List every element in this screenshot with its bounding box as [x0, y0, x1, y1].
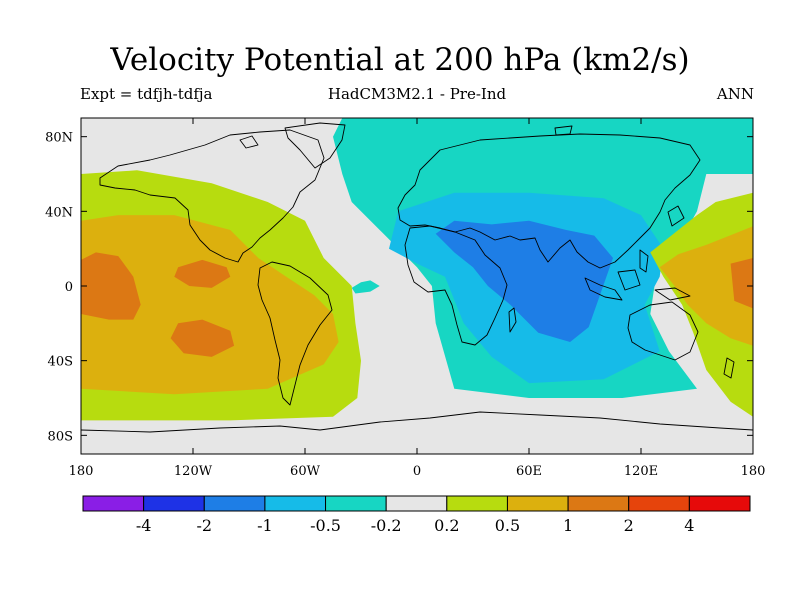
- coastline-new-zealand: [723, 357, 735, 379]
- colorbar-level-label: 0.2: [434, 516, 459, 535]
- colorbar-level-label: -0.5: [310, 516, 341, 535]
- x-tick-label: 180: [69, 464, 94, 479]
- x-tick-label: 180: [741, 464, 766, 479]
- y-tick-label: 80N: [45, 131, 73, 146]
- colorbar-level-label: 2: [624, 516, 634, 535]
- coastline-antarctica: [81, 411, 753, 433]
- coastline-japan: [667, 205, 685, 227]
- coastlines: [81, 122, 753, 433]
- colorbar-level-label: 1: [563, 516, 573, 535]
- coastline-africa: [404, 225, 508, 346]
- colorbar-level-label: -1: [257, 516, 273, 535]
- colorbar-swatch-red_orange: [628, 495, 690, 512]
- season-label: ANN: [716, 85, 754, 103]
- y-tick-label: 40S: [48, 355, 73, 370]
- colorbar: -4 -2 -1 -0.5 -0.2 0.2 0.5 1 2 4: [82, 495, 751, 535]
- axes: 180 120W 60W 0 60E 120E 180 80N 40N 0 40S 80S: [45, 118, 765, 479]
- coastline-indonesia: [584, 277, 623, 301]
- coastline-eurasia: [397, 133, 701, 269]
- y-tick-label: 40N: [45, 205, 73, 220]
- colorbar-swatch-blue: [203, 495, 266, 512]
- x-tick-label: 60W: [290, 464, 321, 479]
- colorbar-level-label: 4: [684, 516, 694, 535]
- coastline-borneo: [617, 269, 641, 291]
- colorbar-swatch-grey: [385, 495, 448, 512]
- colorbar-level-label: -0.2: [371, 516, 402, 535]
- contour-fill: [81, 118, 753, 454]
- colorbar-swatch-light_blue: [264, 495, 327, 512]
- coastline-new-guinea: [654, 287, 691, 301]
- coastline-arctic-islands: [239, 125, 573, 149]
- contour-region-8: [81, 252, 141, 320]
- y-tick-label: 80S: [48, 429, 73, 444]
- colorbar-swatch-orange: [567, 495, 630, 512]
- coastline-madagascar: [508, 307, 517, 333]
- x-tick-label: 120W: [174, 464, 213, 479]
- x-tick-label: 60E: [516, 464, 542, 479]
- x-tick-label: 0: [413, 464, 421, 479]
- contour-region-2: [435, 220, 613, 342]
- coastline-north-america: [99, 129, 325, 263]
- contour-region-11: [730, 258, 753, 309]
- x-tick-label: 120E: [624, 464, 658, 479]
- contour-region-6: [81, 215, 339, 395]
- coastline-south-america: [257, 261, 333, 406]
- colorbar-level-label: -2: [196, 516, 212, 535]
- map-title: Velocity Potential at 200 hPa (km2/s): [110, 42, 690, 78]
- contour-region-3: [351, 280, 380, 294]
- colorbar-swatch-dark_blue: [143, 495, 205, 512]
- colorbar-swatch-cyan: [325, 495, 387, 512]
- experiment-label: Expt = tdfjh-tdfja: [80, 85, 213, 103]
- coastline-philippines: [639, 249, 649, 273]
- contour-region-9: [174, 259, 231, 288]
- colorbar-swatch-red: [688, 495, 751, 512]
- contour-region-7: [659, 226, 753, 346]
- colorbar-swatch-gold: [506, 495, 569, 512]
- colorbar-level-label: -4: [136, 516, 152, 535]
- coastline-greenland: [284, 122, 346, 169]
- colorbar-level-label: 0.5: [495, 516, 520, 535]
- colorbar-swatch-yellow_green: [446, 495, 508, 512]
- colorbar-swatch-purple: [82, 495, 145, 512]
- model-label: HadCM3M2.1 - Pre-Ind: [327, 85, 507, 103]
- contour-region-10: [170, 319, 235, 357]
- coastline-australia: [627, 301, 699, 361]
- y-tick-label: 0: [65, 280, 73, 295]
